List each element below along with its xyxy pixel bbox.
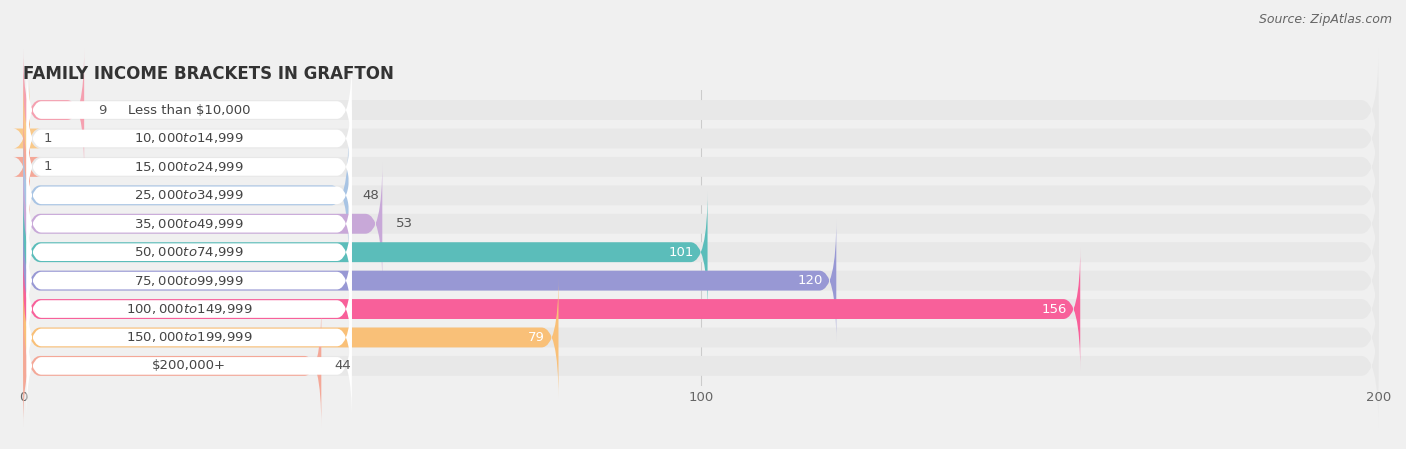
Text: $75,000 to $99,999: $75,000 to $99,999 xyxy=(135,273,245,288)
FancyBboxPatch shape xyxy=(22,77,1378,200)
FancyBboxPatch shape xyxy=(22,163,382,285)
FancyBboxPatch shape xyxy=(22,248,1378,370)
FancyBboxPatch shape xyxy=(27,56,352,164)
FancyBboxPatch shape xyxy=(27,141,352,249)
Text: 1: 1 xyxy=(44,160,52,173)
FancyBboxPatch shape xyxy=(27,170,352,277)
Text: 79: 79 xyxy=(529,331,546,344)
Text: $35,000 to $49,999: $35,000 to $49,999 xyxy=(135,217,245,231)
FancyBboxPatch shape xyxy=(22,106,1378,228)
FancyBboxPatch shape xyxy=(13,106,41,228)
FancyBboxPatch shape xyxy=(22,220,1378,342)
Text: 101: 101 xyxy=(669,246,695,259)
FancyBboxPatch shape xyxy=(22,49,84,171)
Text: $10,000 to $14,999: $10,000 to $14,999 xyxy=(135,132,245,145)
FancyBboxPatch shape xyxy=(27,198,352,306)
Text: $50,000 to $74,999: $50,000 to $74,999 xyxy=(135,245,245,259)
Text: 44: 44 xyxy=(335,359,352,372)
FancyBboxPatch shape xyxy=(27,113,352,220)
Text: Source: ZipAtlas.com: Source: ZipAtlas.com xyxy=(1258,13,1392,26)
FancyBboxPatch shape xyxy=(22,191,707,313)
Text: $150,000 to $199,999: $150,000 to $199,999 xyxy=(127,330,253,344)
FancyBboxPatch shape xyxy=(27,284,352,391)
FancyBboxPatch shape xyxy=(27,312,352,420)
FancyBboxPatch shape xyxy=(22,191,1378,313)
FancyBboxPatch shape xyxy=(22,305,1378,427)
Text: FAMILY INCOME BRACKETS IN GRAFTON: FAMILY INCOME BRACKETS IN GRAFTON xyxy=(22,65,394,83)
Text: $200,000+: $200,000+ xyxy=(152,359,226,372)
FancyBboxPatch shape xyxy=(27,255,352,363)
FancyBboxPatch shape xyxy=(22,305,322,427)
Text: Less than $10,000: Less than $10,000 xyxy=(128,104,250,117)
Text: $25,000 to $34,999: $25,000 to $34,999 xyxy=(135,188,245,202)
FancyBboxPatch shape xyxy=(27,227,352,335)
FancyBboxPatch shape xyxy=(22,49,1378,171)
Text: $15,000 to $24,999: $15,000 to $24,999 xyxy=(135,160,245,174)
Text: 1: 1 xyxy=(44,132,52,145)
FancyBboxPatch shape xyxy=(27,85,352,192)
FancyBboxPatch shape xyxy=(22,276,558,399)
Text: 53: 53 xyxy=(396,217,413,230)
FancyBboxPatch shape xyxy=(13,77,41,200)
Text: 120: 120 xyxy=(797,274,823,287)
Text: 156: 156 xyxy=(1042,303,1067,316)
Text: 48: 48 xyxy=(361,189,378,202)
FancyBboxPatch shape xyxy=(22,134,1378,256)
Text: 9: 9 xyxy=(97,104,105,117)
FancyBboxPatch shape xyxy=(22,276,1378,399)
FancyBboxPatch shape xyxy=(22,220,837,342)
FancyBboxPatch shape xyxy=(22,134,349,256)
FancyBboxPatch shape xyxy=(22,248,1080,370)
Text: $100,000 to $149,999: $100,000 to $149,999 xyxy=(127,302,253,316)
FancyBboxPatch shape xyxy=(22,163,1378,285)
